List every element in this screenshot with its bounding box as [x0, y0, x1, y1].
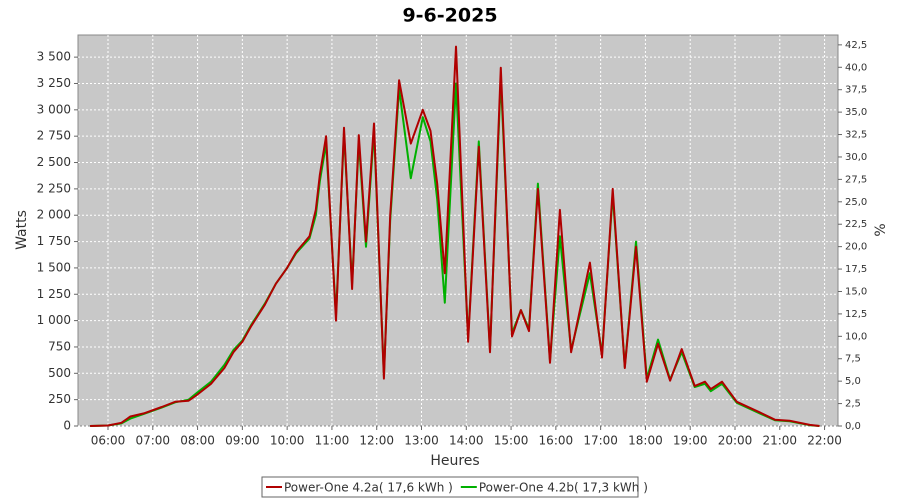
- x-tick-label: 10:00: [270, 434, 305, 448]
- x-tick-label: 17:00: [583, 434, 618, 448]
- y2-tick-label: 40,0: [845, 62, 867, 73]
- y2-tick-label: 27,5: [845, 174, 867, 185]
- y2-tick-label: 10,0: [845, 331, 867, 342]
- y2-tick-label: 5,0: [845, 376, 861, 387]
- y-tick-label: 1 000: [37, 313, 71, 327]
- legend-label: Power-One 4.2a( 17,6 kWh ): [284, 481, 453, 495]
- y-tick-label: 1 750: [37, 234, 71, 248]
- y2-tick-label: 42,5: [845, 40, 867, 51]
- x-tick-label: 13:00: [404, 434, 439, 448]
- x-tick-label: 18:00: [628, 434, 663, 448]
- x-tick-label: 09:00: [225, 434, 260, 448]
- y2-tick-label: 12,5: [845, 309, 867, 320]
- y2-tick-label: 2,5: [845, 399, 861, 410]
- x-tick-label: 20:00: [718, 434, 753, 448]
- y-tick-label: 500: [48, 366, 71, 380]
- y-tick-label: 2 000: [37, 208, 71, 222]
- y-tick-label: 2 250: [37, 181, 71, 195]
- y2-tick-label: 30,0: [845, 152, 867, 163]
- chart-title: 9-6-2025: [402, 5, 497, 27]
- y2-tick-label: 32,5: [845, 130, 867, 141]
- y-tick-label: 250: [48, 392, 71, 406]
- legend-label: Power-One 4.2b( 17,3 kWh ): [479, 481, 648, 495]
- y-tick-label: 0: [63, 419, 71, 433]
- y2-tick-label: 25,0: [845, 197, 867, 208]
- y-tick-label: 1 250: [37, 287, 71, 301]
- y2-tick-label: 35,0: [845, 107, 867, 118]
- y-tick-label: 3 000: [37, 102, 71, 116]
- y-tick-label: 750: [48, 339, 71, 353]
- x-tick-label: 11:00: [315, 434, 350, 448]
- y2-tick-label: 7,5: [845, 354, 861, 365]
- x-tick-label: 07:00: [135, 434, 170, 448]
- y-tick-label: 3 500: [37, 50, 71, 64]
- y-axis-label: Watts: [14, 210, 30, 250]
- legend-box: [261, 476, 639, 498]
- x-axis-label: Heures: [430, 453, 479, 469]
- y2-axis-label: %: [873, 223, 889, 236]
- y2-tick-label: 22,5: [845, 219, 867, 230]
- x-tick-label: 12:00: [359, 434, 394, 448]
- series-line: [90, 45, 820, 427]
- y2-tick-label: 17,5: [845, 264, 867, 275]
- x-tick-label: 06:00: [91, 434, 126, 448]
- y2-tick-label: 15,0: [845, 286, 867, 297]
- y-tick-label: 2 500: [37, 155, 71, 169]
- x-tick-label: 08:00: [180, 434, 215, 448]
- y2-tick-label: 0,0: [845, 421, 861, 432]
- x-tick-label: 15:00: [494, 434, 529, 448]
- x-tick-label: 14:00: [449, 434, 484, 448]
- x-tick-label: 22:00: [807, 434, 842, 448]
- y-tick-label: 3 250: [37, 76, 71, 90]
- y2-tick-label: 20,0: [845, 242, 867, 253]
- y2-tick-label: 37,5: [845, 85, 867, 96]
- x-tick-label: 21:00: [762, 434, 797, 448]
- y-tick-label: 2 750: [37, 129, 71, 143]
- x-tick-label: 19:00: [673, 434, 708, 448]
- x-tick-label: 16:00: [539, 434, 574, 448]
- y-tick-label: 1 500: [37, 260, 71, 274]
